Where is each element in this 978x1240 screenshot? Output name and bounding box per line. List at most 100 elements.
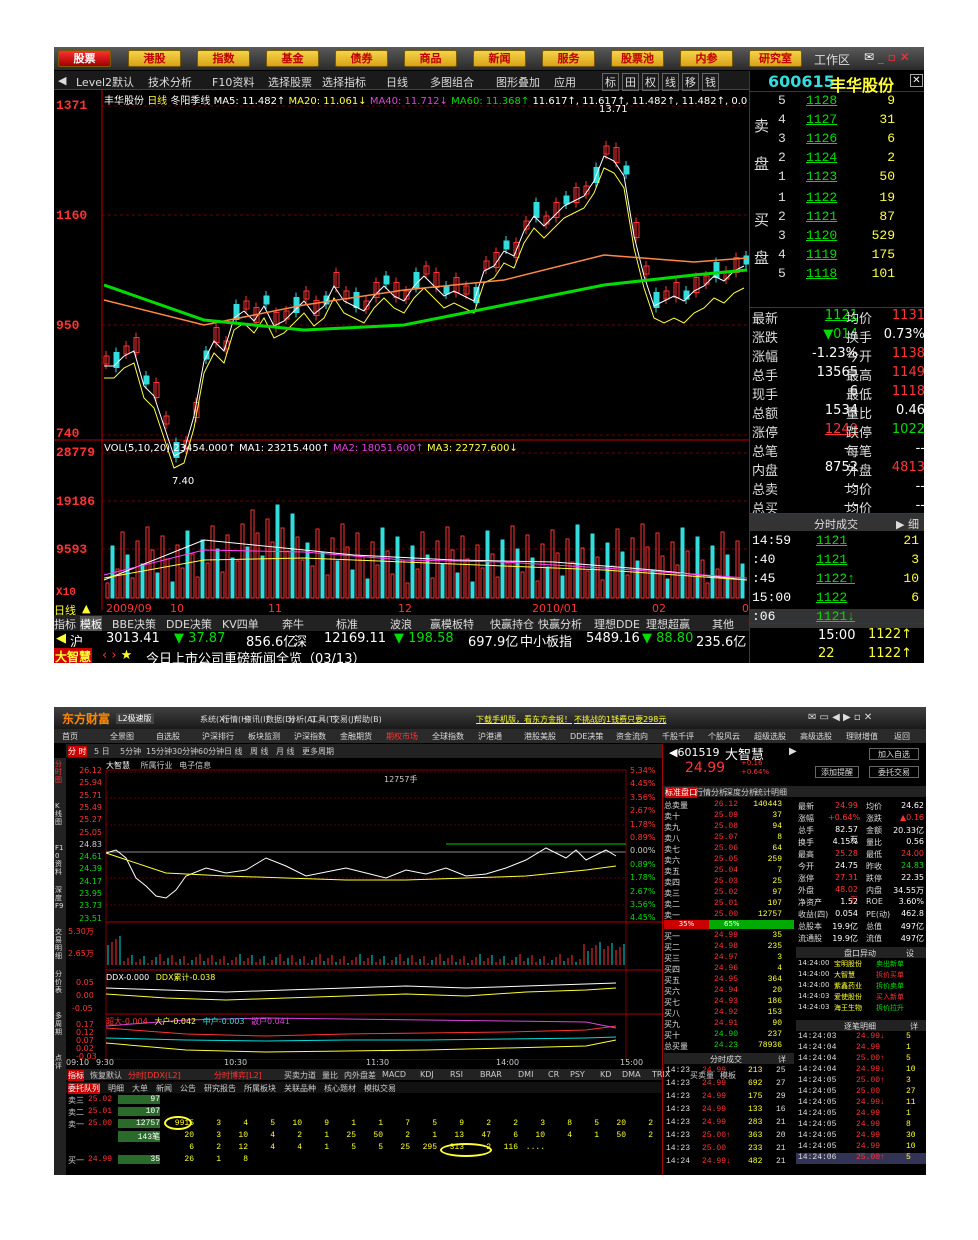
title-menu-3[interactable]: 数据(D) <box>266 715 295 724</box>
yidong-row-1[interactable]: 14:24:00 大智慧 拆价买单 <box>796 970 926 981</box>
indicator-tab-0[interactable]: 指标 <box>54 618 76 631</box>
menu-7[interactable]: 服务 <box>542 50 595 67</box>
ind-tab-2[interactable]: 分时[DDX(L2] <box>128 1071 181 1080</box>
nav-4[interactable]: 板块监测 <box>248 732 280 741</box>
yidong-row-4[interactable]: 14:24:03 海王生物 拆价拉升 <box>796 1003 926 1014</box>
sub-tab-2[interactable]: 深度分析 <box>725 788 757 797</box>
close-icon[interactable]: ✕ <box>910 74 923 87</box>
ind-tab-9[interactable]: RSI <box>450 1070 463 1079</box>
queue-tab-5[interactable]: 研究报告 <box>204 1084 236 1093</box>
toolbar-icon-5[interactable]: 钱 <box>702 73 719 91</box>
ind-tab-10[interactable]: BRAR <box>480 1070 502 1079</box>
title-menu-5[interactable]: 工具(T) <box>310 715 338 724</box>
yidong-row-0[interactable]: 14:24:00 宝明股份 卖出新单 <box>796 959 926 970</box>
nav-2[interactable]: 自选股 <box>156 732 180 741</box>
menu-0[interactable]: 股票 <box>58 50 111 67</box>
nav-5[interactable]: 沪深指数 <box>294 732 326 741</box>
ind-tab-6[interactable]: 内外盘差 <box>344 1071 376 1080</box>
sell-row-1[interactable]: 1 1123 50 <box>750 169 924 188</box>
toolbar-icon-2[interactable]: 权 <box>642 73 659 91</box>
toolbar-4[interactable]: 选择指标 <box>322 76 366 89</box>
side-tab-2[interactable]: F10资料 <box>55 844 64 876</box>
yidong-row-2[interactable]: 14:24:00 紫鑫药业 拆价卖单 <box>796 981 926 992</box>
title-menu-6[interactable]: 交易(J) <box>332 715 357 724</box>
ind-tab-0[interactable]: 指标 <box>68 1070 84 1081</box>
sell-row-4[interactable]: 4 1127 31 <box>750 112 924 131</box>
add-alert-button[interactable]: 添加提醒 <box>815 766 859 778</box>
title-menu-2[interactable]: 资讯(I) <box>244 715 269 724</box>
queue-tab-2[interactable]: 大单 <box>132 1084 148 1093</box>
ind-tab-7[interactable]: MACD <box>382 1070 406 1079</box>
sell-row-3[interactable]: 3 1126 6 <box>750 131 924 150</box>
ind-tab-3[interactable]: 分时博弈[L2] <box>214 1071 262 1080</box>
buy-row-3[interactable]: 3 1120 529 <box>750 228 924 247</box>
ind-tab-16[interactable]: TRIX <box>652 1070 671 1079</box>
indicator-tab-10[interactable]: 快赢分析 <box>538 618 582 631</box>
sh-index-label[interactable]: 沪 <box>70 635 84 650</box>
queue-tab-7[interactable]: 关联品种 <box>284 1084 316 1093</box>
indicator-tab-6[interactable]: 标准 <box>336 618 358 631</box>
toolbar-1[interactable]: 技术分析 <box>148 76 192 89</box>
menu-5[interactable]: 商品 <box>404 50 457 67</box>
ind-tab-8[interactable]: KDJ <box>420 1070 434 1079</box>
window-controls[interactable]: ✉ _ ▫ ✕ <box>864 50 910 64</box>
side-tab-6[interactable]: 多周期 <box>55 1012 62 1036</box>
indicator-tab-2[interactable]: BBE决策 <box>112 618 157 631</box>
toolbar-icon-0[interactable]: 标 <box>602 73 619 91</box>
toolbar-7[interactable]: 图形叠加 <box>496 76 540 89</box>
side-tab-1[interactable]: K线图 <box>55 802 62 826</box>
next-icon[interactable]: ▶ <box>789 746 797 757</box>
sell-row-5[interactable]: 5 1128 9 <box>750 93 924 112</box>
chart-tab-2[interactable]: 5分钟 <box>120 747 142 756</box>
chart-tab-1[interactable]: 5 日 <box>94 747 110 756</box>
nav-11[interactable]: DDE决策 <box>570 732 604 741</box>
menu-1[interactable]: 港股 <box>128 50 181 67</box>
nav-13[interactable]: 千股千评 <box>662 732 694 741</box>
yidong-settings[interactable]: 设 <box>906 949 914 958</box>
ind-tab-1[interactable]: 恢复默认 <box>90 1071 122 1080</box>
sub-tab-0[interactable]: 标准盘口 <box>665 787 697 798</box>
toolbar-8[interactable]: 应用 <box>554 76 576 89</box>
title-menu-1[interactable]: 行情(H) <box>222 715 251 724</box>
workarea-label[interactable]: 工作区 <box>814 53 851 67</box>
toolbar-6[interactable]: 多图组合 <box>430 76 474 89</box>
indicator-tab-8[interactable]: 赢模板特 <box>430 618 474 631</box>
indicator-tab-3[interactable]: DDE决策 <box>166 618 212 631</box>
indicator-tab-1[interactable]: 模板 <box>80 616 102 632</box>
indicator-tab-12[interactable]: 理想超赢 <box>646 618 690 631</box>
ad-2[interactable]: 不挑战的1钱费只要298元 <box>574 715 667 724</box>
menu-10[interactable]: 研究室 <box>749 50 802 67</box>
nav-3[interactable]: 沪深排行 <box>202 732 234 741</box>
intraday-chart[interactable]: 大智慧 所属行业 电子信息 12757手 26.12 25.94 25.71 25.4… <box>66 758 662 1061</box>
sz-index-label[interactable]: 深 <box>294 635 308 650</box>
toolbar-0[interactable]: Level2默认 <box>76 76 135 89</box>
nav-15[interactable]: 超级选股 <box>754 732 786 741</box>
ind-tab-14[interactable]: KD <box>600 1070 612 1079</box>
ind-tab-11[interactable]: DMI <box>518 1070 534 1079</box>
menu-2[interactable]: 指数 <box>197 50 250 67</box>
toolbar-icon-4[interactable]: 移 <box>682 73 699 91</box>
side-tab-4[interactable]: 交易明细 <box>55 928 62 960</box>
news-headline[interactable]: 今日上市公司重磅新闻全览（03/13） <box>146 652 366 663</box>
ind-tab-4[interactable]: 买卖力道 <box>284 1071 316 1080</box>
chart-tab-6[interactable]: 日 线 <box>224 747 243 756</box>
nav-0[interactable]: 首页 <box>62 732 78 741</box>
buy-row-4[interactable]: 4 1119 175 <box>750 247 924 266</box>
side-tab-0[interactable]: 分时图 <box>55 760 62 784</box>
nav-16[interactable]: 高级选股 <box>800 732 832 741</box>
title-menu-7[interactable]: 帮助(B) <box>354 715 382 724</box>
side-tab-5[interactable]: 分价表 <box>55 970 62 994</box>
sell-row-2[interactable]: 2 1124 2 <box>750 150 924 169</box>
deals-detail-tab[interactable]: 详 <box>778 1055 786 1064</box>
side-tab-7[interactable]: 点评 <box>55 1054 62 1070</box>
ind-tab-17[interactable]: 买卖量 <box>690 1071 714 1080</box>
buy-row-1[interactable]: 1 1122 19 <box>750 190 924 209</box>
sub-tab-1[interactable]: 行情分析 <box>695 788 727 797</box>
trade-button[interactable]: 委托交易 <box>869 766 919 778</box>
ad-1[interactable]: 下载手机版，看东方金报！ <box>476 715 572 724</box>
chart-tab-0[interactable]: 分 时 <box>68 746 87 757</box>
queue-tab-9[interactable]: 模拟交易 <box>364 1084 396 1093</box>
queue-tab-4[interactable]: 公告 <box>180 1084 196 1093</box>
nav-10[interactable]: 港股美股 <box>524 732 556 741</box>
menu-9[interactable]: 内参 <box>680 50 733 67</box>
